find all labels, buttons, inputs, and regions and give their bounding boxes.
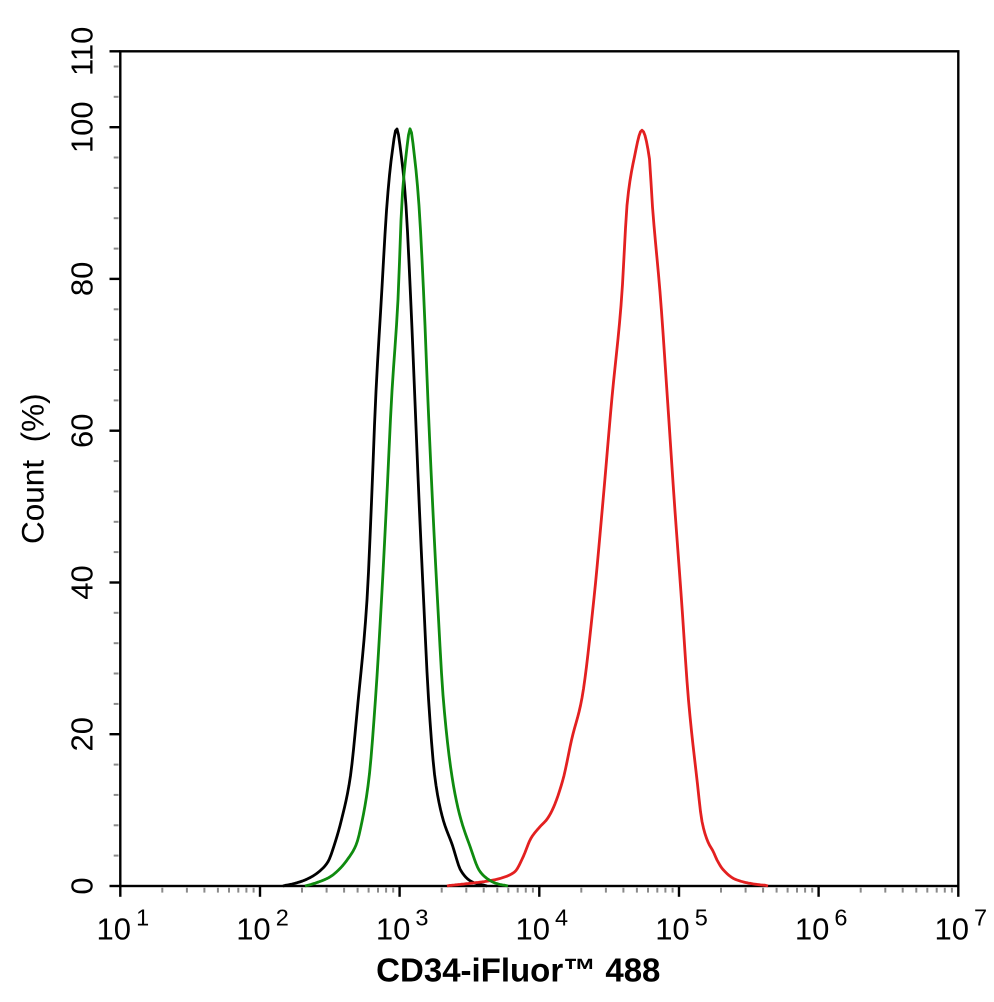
svg-text:10: 10 bbox=[935, 912, 969, 947]
svg-text:0: 0 bbox=[65, 877, 100, 894]
svg-text:110: 110 bbox=[65, 27, 100, 76]
svg-text:2: 2 bbox=[276, 905, 289, 931]
svg-text:1: 1 bbox=[136, 905, 149, 931]
svg-text:10: 10 bbox=[795, 912, 829, 947]
svg-text:5: 5 bbox=[695, 905, 708, 931]
svg-text:20: 20 bbox=[65, 717, 100, 751]
svg-text:10: 10 bbox=[516, 912, 550, 947]
svg-text:4: 4 bbox=[555, 905, 568, 931]
svg-text:10: 10 bbox=[655, 912, 689, 947]
svg-text:6: 6 bbox=[834, 905, 847, 931]
svg-text:10: 10 bbox=[376, 912, 410, 947]
svg-text:3: 3 bbox=[415, 905, 428, 931]
svg-text:Count (%): Count (%) bbox=[15, 393, 51, 544]
svg-text:80: 80 bbox=[65, 262, 100, 296]
svg-text:10: 10 bbox=[236, 912, 270, 947]
svg-text:10: 10 bbox=[97, 912, 131, 947]
svg-text:40: 40 bbox=[65, 565, 100, 599]
svg-text:60: 60 bbox=[65, 413, 100, 447]
svg-text:100: 100 bbox=[65, 101, 100, 153]
svg-text:CD34-iFluor™ 488: CD34-iFluor™ 488 bbox=[376, 951, 660, 988]
svg-text:7: 7 bbox=[974, 905, 987, 931]
